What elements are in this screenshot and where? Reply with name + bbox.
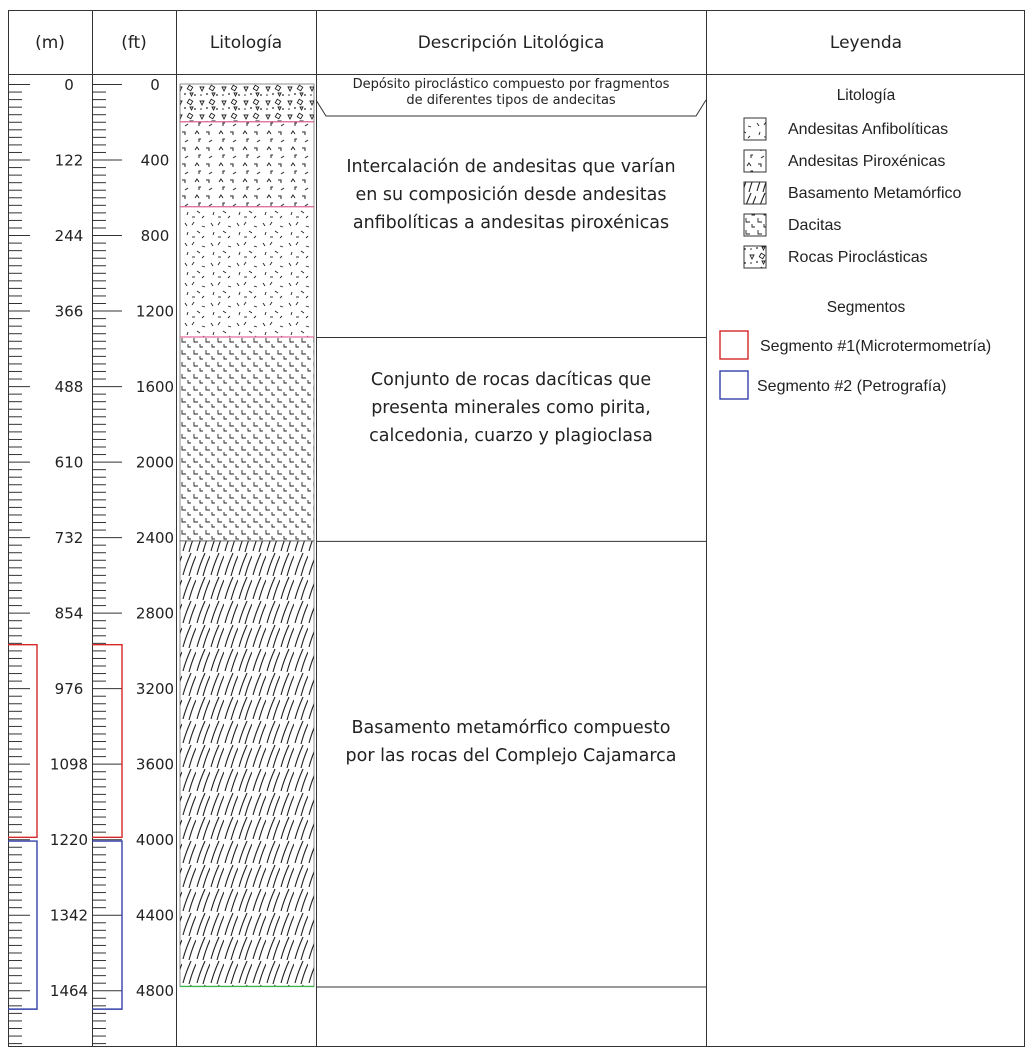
segment-2-marker-m bbox=[8, 840, 38, 1010]
feet-tick-label: 4000 bbox=[136, 831, 174, 849]
header-legend: Leyenda bbox=[830, 33, 902, 53]
meter-tick-label: 1098 bbox=[50, 756, 88, 774]
feet-tick-label: 800 bbox=[141, 227, 170, 245]
header-feet: (ft) bbox=[121, 33, 147, 53]
meter-tick-label: 488 bbox=[55, 378, 84, 396]
description-2-line: en su composición desde andesitas bbox=[355, 185, 666, 205]
header-description: Descripción Litológica bbox=[418, 33, 605, 53]
description-3-line: Conjunto de rocas dacíticas que bbox=[371, 370, 651, 390]
feet-tick-label: 400 bbox=[141, 152, 170, 170]
meter-tick-label: 244 bbox=[55, 227, 84, 245]
feet-tick-label: 0 bbox=[150, 76, 160, 94]
meter-tick-label: 0 bbox=[64, 76, 74, 94]
legend-swatch-dacita bbox=[743, 213, 767, 237]
legend-swatch-piroclastica bbox=[743, 245, 767, 269]
header-meters: (m) bbox=[35, 33, 65, 53]
legend-label-piroclastica: Rocas Piroclásticas bbox=[788, 249, 928, 266]
legend-segments-title: Segmentos bbox=[827, 299, 906, 316]
description-1-line: de diferentes tipos de andecitas bbox=[406, 93, 616, 108]
description-3-line: presenta minerales como pirita, bbox=[371, 398, 651, 418]
meter-tick-label: 366 bbox=[55, 303, 84, 321]
meter-tick-label: 610 bbox=[55, 454, 84, 472]
description-2-line: anfibolíticas a andesitas piroxénicas bbox=[353, 213, 669, 233]
meter-tick-label: 1220 bbox=[50, 831, 88, 849]
feet-tick-label: 4400 bbox=[136, 907, 174, 925]
lithology-unit-anfibolitica bbox=[179, 206, 315, 338]
description-bracket bbox=[315, 99, 707, 117]
feet-tick-label: 2400 bbox=[136, 529, 174, 547]
lithology-unit-metamorfico bbox=[179, 540, 315, 987]
meter-tick-label: 1464 bbox=[50, 982, 88, 1000]
feet-tick-label: 4800 bbox=[136, 982, 174, 1000]
depth-scale: 0 0 122 400 244 800 366 1200 488 1600 610 2000 732 24… bbox=[8, 76, 174, 1045]
lithology-unit-piroclastica bbox=[179, 83, 315, 123]
segment-1-marker-m bbox=[8, 644, 38, 839]
legend-swatch-piroxenica bbox=[743, 149, 767, 173]
legend-label-anfibolitica: Andesitas Anfibolíticas bbox=[788, 121, 948, 138]
feet-tick-label: 1600 bbox=[136, 378, 174, 396]
legend-lithology-title: Litología bbox=[837, 87, 896, 104]
lithology-unit-piroxenica bbox=[179, 121, 315, 208]
meter-tick-label: 854 bbox=[55, 605, 84, 623]
feet-tick-label: 2800 bbox=[136, 605, 174, 623]
header-lithology: Litología bbox=[210, 33, 282, 53]
description-2-line: Intercalación de andesitas que varían bbox=[346, 157, 675, 177]
segment-2-marker-ft bbox=[92, 840, 123, 1010]
meter-tick-label: 1342 bbox=[50, 907, 88, 925]
description-4-line: Basamento metamórfico compuesto bbox=[352, 718, 671, 738]
legend-label-piroxenica: Andesitas Piroxénicas bbox=[788, 153, 945, 170]
legend-label-metamorfico: Basamento Metamórfico bbox=[788, 185, 962, 202]
legend-segment-1-label: Segmento #1(Microtermometría) bbox=[760, 338, 991, 355]
legend: Litología Andesitas Anfibolíticas Andesita… bbox=[719, 87, 991, 400]
legend-segment-2-label: Segmento #2 (Petrografía) bbox=[757, 378, 946, 395]
legend-swatch-metamorfico bbox=[743, 181, 767, 205]
lithology-units bbox=[179, 83, 315, 988]
description-3-line: calcedonia, cuarzo y plagioclasa bbox=[369, 426, 653, 446]
description-4-line: por las rocas del Complejo Cajamarca bbox=[346, 746, 677, 766]
segment-markers bbox=[8, 644, 123, 1010]
feet-tick-label: 3200 bbox=[136, 680, 174, 698]
feet-tick-label: 3600 bbox=[136, 756, 174, 774]
lithology-descriptions: Depósito piroclástico compuesto por frag… bbox=[315, 77, 707, 988]
legend-segment-1-swatch bbox=[719, 330, 749, 360]
legend-segment-2-swatch bbox=[719, 370, 749, 400]
meter-tick-label: 976 bbox=[55, 680, 84, 698]
description-1-line: Depósito piroclástico compuesto por frag… bbox=[353, 77, 670, 92]
lithology-unit-dacita bbox=[179, 336, 315, 542]
segment-1-marker-ft bbox=[92, 644, 123, 839]
meter-tick-label: 732 bbox=[55, 529, 84, 547]
legend-swatch-anfibolitica bbox=[743, 117, 767, 141]
meter-tick-label: 122 bbox=[55, 152, 84, 170]
feet-tick-label: 1200 bbox=[136, 303, 174, 321]
feet-tick-label: 2000 bbox=[136, 454, 174, 472]
legend-label-dacita: Dacitas bbox=[788, 217, 841, 234]
